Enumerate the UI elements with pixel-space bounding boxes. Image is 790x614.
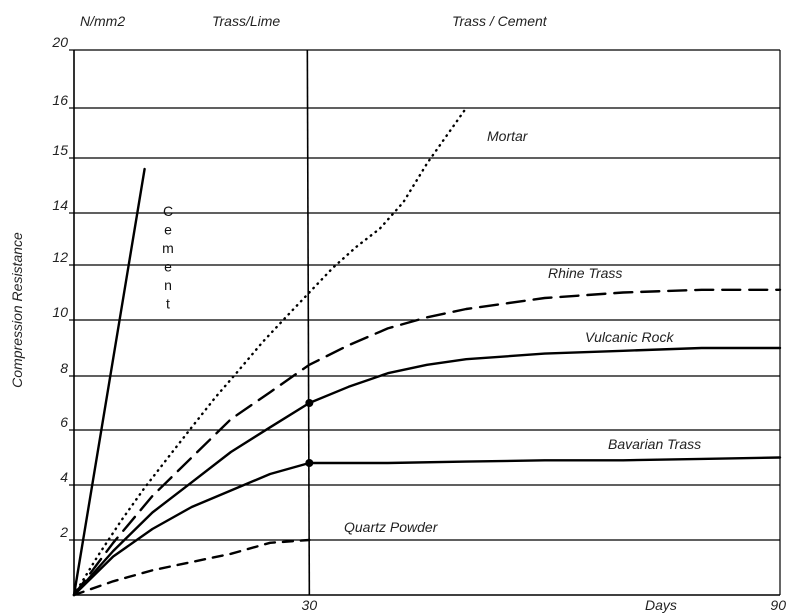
y-tick-label-12: 12 [52, 249, 68, 265]
series-line-rhine-trass [72, 288, 782, 597]
series-line-cement [72, 167, 146, 597]
series-label-cement-letter: m [162, 240, 174, 256]
series-label-bavarian-trass: Bavarian Trass [608, 436, 701, 452]
series-line-mortar [72, 106, 468, 597]
marker-bavarian-trass-day-30 [305, 459, 314, 467]
x-tick-label-90: 90 [770, 597, 786, 613]
series-line-quartz-powder [72, 538, 311, 597]
series-label-rhine-trass: Rhine Trass [548, 265, 622, 281]
x-axis-title: Days [645, 597, 677, 613]
divider-day-30 [306, 49, 311, 596]
y-tick-label-6: 6 [60, 414, 68, 430]
series-line-vulcanic-rock [72, 346, 782, 597]
header-trass-lime: Trass/Lime [212, 13, 280, 29]
grid-layer [69, 49, 781, 596]
y-tick-label-20: 20 [51, 34, 68, 50]
x-tick-label-30: 30 [302, 597, 318, 613]
y-tick-label-8: 8 [60, 360, 68, 376]
y-tick-label-4: 4 [60, 469, 68, 485]
header-trass-cement: Trass / Cement [452, 13, 548, 29]
y-tick-label-2: 2 [59, 524, 68, 540]
series-label-mortar: Mortar [487, 128, 529, 144]
y-tick-label-14: 14 [52, 197, 68, 213]
series-label-vulcanic-rock: Vulcanic Rock [585, 329, 674, 345]
series-label-cement-letter: t [166, 296, 170, 312]
series-label-cement-letter: e [164, 259, 172, 275]
series-label-quartz-powder: Quartz Powder [344, 519, 439, 535]
series-label-cement-letter: n [164, 277, 172, 293]
y-tick-label-16: 16 [52, 92, 68, 108]
series-label-cement-letter: C [163, 203, 173, 219]
series-label-cement-letter: e [164, 222, 172, 238]
marker-vulcanic-rock-day-30 [305, 399, 314, 407]
tick-labels: 2 4 6 8 10 12 14 15 16 20 30 90 [51, 34, 786, 613]
header-unit: N/mm2 [80, 13, 125, 29]
series-layer [72, 106, 782, 597]
y-tick-label-10: 10 [52, 304, 68, 320]
y-tick-label-15: 15 [52, 142, 68, 158]
y-axis-title: Compression Resistance [9, 232, 25, 388]
